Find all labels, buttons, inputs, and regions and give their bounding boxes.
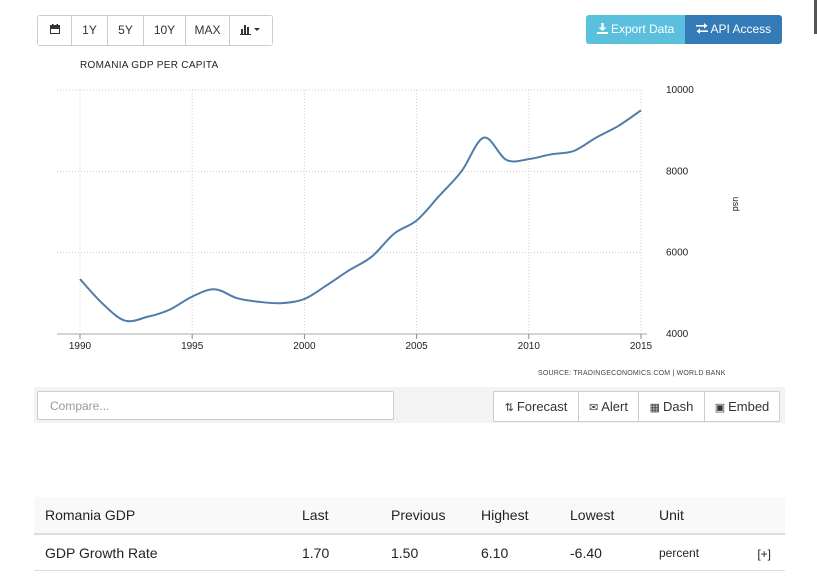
x-tick-label: 2005 [405,341,428,352]
x-tick-label: 2000 [293,341,316,352]
column-header-last: Last [302,497,391,535]
cell-previous: 1.50 [391,534,481,571]
date-range-toolbar: 1Y 5Y 10Y MAX [37,15,273,46]
embed-button[interactable]: ▣ Embed [704,392,779,421]
x-tick-label: 1995 [181,341,204,352]
exchange-icon [695,23,708,34]
image-icon: ▣ [714,402,726,414]
chart-panel [34,47,785,387]
gdp-series-line [79,109,642,323]
gdp-line-chart: 4000 6000 8000 10000 1990 1995 2000 2005 2010 201… [57,85,741,352]
compare-input[interactable] [37,391,394,420]
api-access-button[interactable]: API Access [685,15,782,44]
y-tick-label: 10000 [666,85,694,96]
y-tick-label: 4000 [666,329,689,340]
window-edge [814,0,817,34]
column-header-unit: Unit [659,497,745,535]
cell-lowest: -6.40 [570,534,659,571]
grid-icon: ▦ [649,402,661,414]
x-tick-label: 2015 [630,341,653,352]
x-tick-label: 2010 [518,341,541,352]
column-header-name: Romania GDP [34,497,302,535]
chart-source: SOURCE: TRADINGECONOMICS.COM | WORLD BAN… [538,370,726,377]
row-name-link[interactable]: GDP Growth Rate [34,534,302,571]
y-axis-label: usd [731,197,741,212]
column-header-lowest: Lowest [570,497,659,535]
range-5y-button[interactable]: 5Y [107,16,143,45]
y-tick-label: 6000 [666,248,689,259]
table-row[interactable]: GDP Growth Rate 1.70 1.50 6.10 -6.40 per… [34,534,785,571]
sort-arrows-icon: ⇅ [504,402,514,414]
chart-tools: ⇅ Forecast ✉ Alert ▦ Dash ▣ Embed [493,391,780,422]
expand-row-button[interactable]: [+] [757,546,771,561]
dash-button[interactable]: ▦ Dash [638,392,704,421]
table-header-row: Romania GDP Last Previous Highest Lowest… [34,497,785,535]
calendar-icon [49,24,60,34]
range-10y-button[interactable]: 10Y [143,16,185,45]
calendar-button[interactable] [38,16,71,45]
column-header-highest: Highest [481,497,570,535]
gdp-table: Romania GDP Last Previous Highest Lowest… [34,497,785,571]
column-header-previous: Previous [391,497,481,535]
chart-type-button[interactable] [229,16,272,45]
cell-last: 1.70 [302,534,391,571]
alert-label: Alert [601,399,628,414]
y-tick-label: 8000 [666,166,689,177]
forecast-label: Forecast [516,399,568,414]
chart-title: ROMANIA GDP PER CAPITA [80,60,219,71]
forecast-button[interactable]: ⇅ Forecast [494,392,578,421]
envelope-icon: ✉ [589,402,599,414]
cell-unit: percent [659,534,745,571]
column-header-expand [745,497,785,535]
api-access-label: API Access [710,22,772,36]
x-tick-label: 1990 [69,341,92,352]
embed-label: Embed [728,399,770,414]
alert-button[interactable]: ✉ Alert [578,392,638,421]
cell-highest: 6.10 [481,534,570,571]
export-data-label: Export Data [610,22,675,36]
range-1y-button[interactable]: 1Y [71,16,107,45]
export-data-button[interactable]: Export Data [586,15,685,44]
download-icon [596,23,608,34]
dash-label: Dash [663,399,694,414]
bar-chart-dropdown-icon [240,25,260,35]
range-max-button[interactable]: MAX [185,16,229,45]
